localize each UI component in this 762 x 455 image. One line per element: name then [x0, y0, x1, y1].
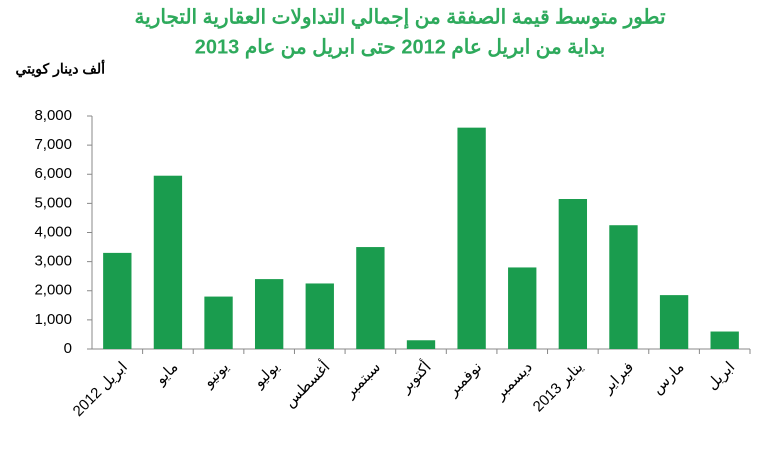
y-axis-label: ألف دينار كويتي [16, 59, 106, 78]
y-tick-label: 7,000 [34, 136, 72, 153]
bar [254, 279, 284, 349]
y-tick-label: 5,000 [34, 194, 72, 211]
x-tick-label: يوليو [250, 359, 283, 392]
x-tick-label: مارس [649, 359, 688, 398]
y-tick-label: 0 [64, 340, 72, 357]
x-tick-label: فبراير [598, 359, 637, 398]
bar [153, 175, 183, 349]
x-tick-label: ابريل 2012 [70, 359, 131, 420]
bar [609, 225, 638, 349]
chart-subtitle: بداية من ابريل عام 2012 حتى ابريل من عام… [195, 36, 605, 59]
bar [103, 252, 132, 349]
x-tick-label: يونيو [199, 359, 232, 392]
x-tick-label: ديسمبر [491, 359, 536, 404]
y-tick-label: 8,000 [34, 107, 72, 124]
x-tick-label: سبتمبر [341, 359, 384, 402]
bar [356, 247, 385, 349]
y-tick-label: 4,000 [34, 223, 72, 240]
y-tick-label: 1,000 [34, 311, 72, 328]
y-tick-label: 6,000 [34, 165, 72, 182]
bar [710, 331, 739, 349]
x-tick-label: يناير 2013 [530, 359, 587, 416]
x-tick-label: أكتوبر [395, 357, 435, 397]
x-tick-label: ابريل [704, 359, 739, 394]
bar [558, 199, 588, 349]
y-tick-label: 3,000 [34, 253, 72, 270]
y-tick-label: 2,000 [34, 282, 72, 299]
bar [508, 267, 537, 349]
bar [406, 340, 436, 349]
bar [204, 296, 233, 349]
bar [305, 283, 334, 349]
x-tick-label: نوفمبر [444, 359, 485, 400]
x-tick-label: مايو [151, 359, 181, 389]
bar [457, 127, 486, 350]
bar [659, 295, 689, 349]
x-tick-label: أغسطس [280, 357, 334, 411]
chart-title: تطور متوسط قيمة الصفقة من إجمالي التداول… [134, 6, 666, 29]
